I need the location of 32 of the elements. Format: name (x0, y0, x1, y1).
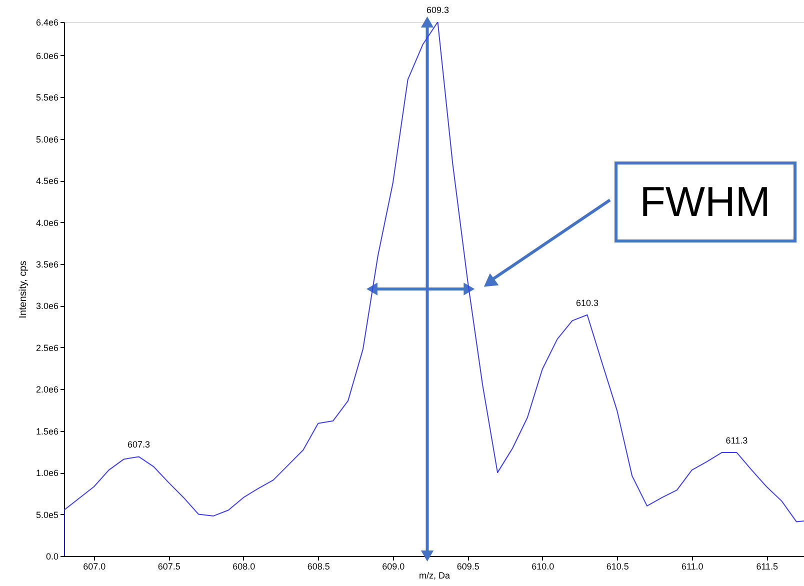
y-tick-label: 4.5e6 (36, 176, 58, 186)
annotation: 607.3 (127, 440, 150, 450)
y-tick-label: 3.0e6 (36, 301, 58, 312)
y-tick-label: 5.0e6 (36, 134, 58, 144)
x-tick-label: 609.5 (456, 562, 480, 572)
x-tick-label: 609.0 (382, 562, 405, 572)
y-tick-label: 4.0e6 (36, 218, 58, 228)
x-tick-label: 607.0 (83, 562, 106, 572)
y-tick-label: 0.0 (46, 552, 58, 562)
y-tick-label: 5.5e6 (36, 92, 58, 103)
y-tick-label: 2.5e6 (36, 342, 58, 353)
x-tick-label: 610.5 (606, 562, 629, 572)
line-series (64, 22, 804, 556)
y-tick-label: 2.0e6 (36, 384, 58, 395)
y-tick-label: 5.0e5 (36, 510, 58, 520)
x-tick-label: 610.0 (532, 562, 554, 572)
annotation: 609.3 (426, 5, 450, 15)
y-axis-title: Intensity, cps (18, 260, 29, 318)
annotation: 610.3 (576, 298, 598, 308)
annotation: 611.3 (726, 436, 748, 446)
x-tick-label: 611.0 (681, 562, 704, 572)
y-tick-label: 3.5e6 (36, 259, 58, 270)
y-tick-label: 1.5e6 (36, 426, 58, 436)
y-tick-label: 1.0e6 (36, 468, 58, 478)
x-tick-label: 611.5 (756, 562, 778, 572)
y-tick-label: 6.0e6 (36, 50, 58, 61)
x-tick-label: 608.0 (232, 562, 256, 572)
y-tick-label: 6.4e6 (36, 18, 58, 28)
x-tick-label: 608.5 (307, 562, 330, 572)
x-tick-label: 607.5 (158, 562, 180, 572)
annotation: FWHM (640, 178, 770, 225)
x-axis-title: m/z, Da (418, 570, 450, 580)
